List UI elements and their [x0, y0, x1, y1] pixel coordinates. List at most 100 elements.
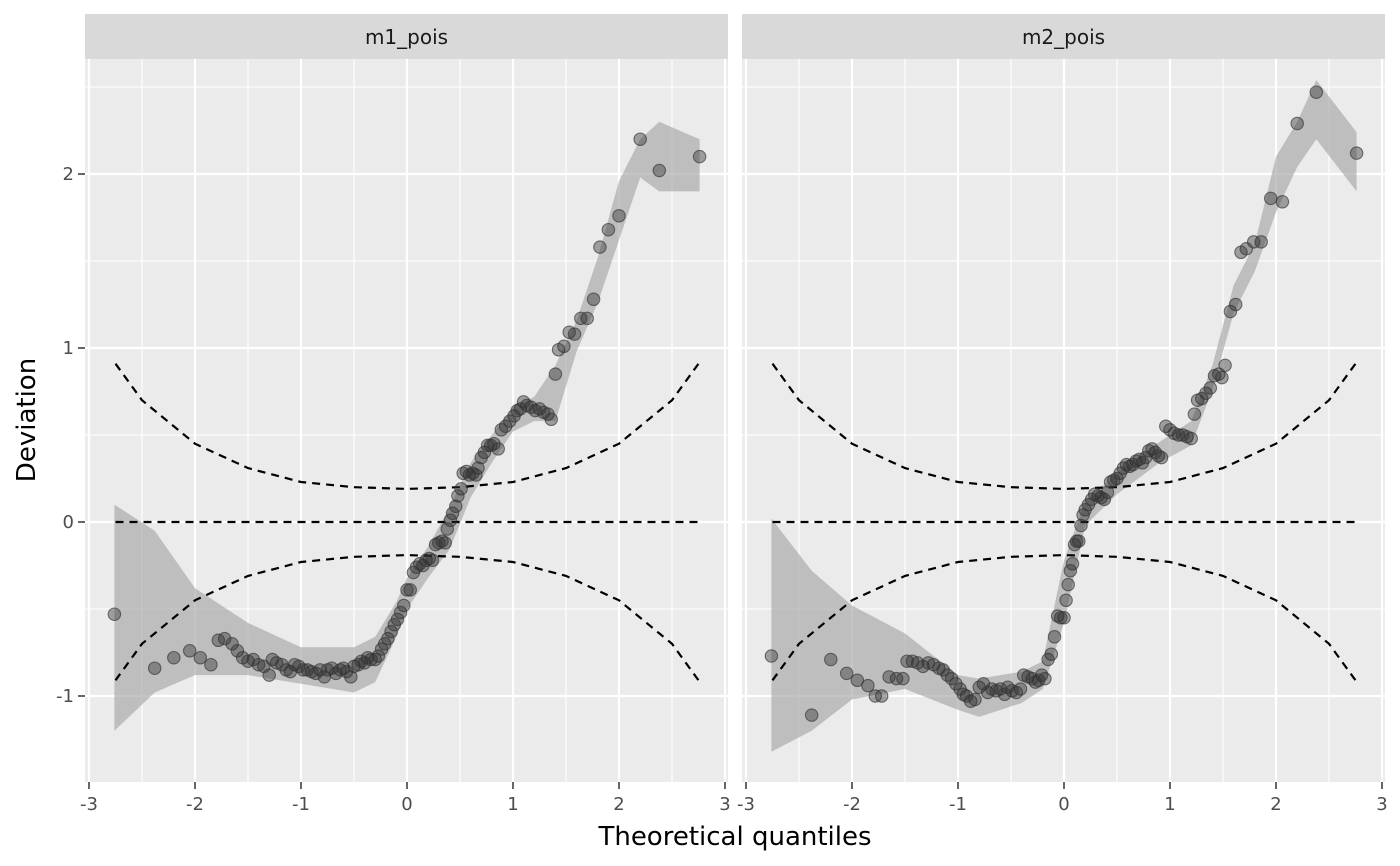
data-point	[1047, 630, 1062, 644]
data-point	[1154, 450, 1169, 465]
data-point	[1044, 647, 1059, 661]
data-point	[513, 402, 528, 416]
data-point	[251, 657, 266, 672]
y-axis-title: Deviation	[12, 358, 42, 482]
data-point	[850, 673, 865, 688]
data-point	[1074, 518, 1088, 533]
data-point	[262, 668, 276, 682]
x-tick-label: -3	[737, 794, 755, 815]
data-point	[1246, 235, 1261, 249]
data-point	[1072, 534, 1086, 548]
x-tick-label: -1	[949, 794, 967, 815]
data-point	[204, 657, 218, 672]
data-point	[225, 637, 239, 651]
data-point	[241, 654, 255, 668]
lower-reference-curve	[114, 553, 700, 681]
data-point	[491, 442, 505, 456]
data-point	[839, 666, 854, 681]
data-point	[1184, 431, 1198, 446]
data-point	[1195, 391, 1209, 406]
data-point	[580, 311, 594, 326]
data-point	[403, 583, 417, 597]
data-point	[968, 692, 982, 707]
data-point	[1275, 195, 1290, 209]
data-point	[451, 489, 465, 503]
data-point	[633, 132, 647, 146]
data-point	[612, 209, 626, 223]
x-tick-label: -2	[843, 794, 861, 815]
data-point	[692, 149, 707, 164]
data-point	[652, 163, 667, 178]
data-point	[544, 412, 558, 427]
data-point	[1054, 610, 1068, 625]
data-point	[804, 708, 819, 722]
data-point	[193, 650, 208, 665]
data-point	[269, 656, 284, 670]
data-point	[400, 583, 414, 597]
data-point	[381, 631, 395, 646]
data-point	[1203, 381, 1218, 395]
data-point	[1215, 370, 1229, 385]
y-tick-label: -1	[56, 686, 74, 707]
data-point	[339, 664, 354, 679]
data-point	[449, 499, 463, 514]
data-point	[296, 663, 310, 677]
data-point	[1223, 304, 1238, 319]
data-point	[1059, 593, 1073, 608]
data-point	[182, 644, 197, 658]
data-point	[364, 652, 378, 667]
data-point	[1228, 297, 1243, 312]
data-point	[246, 652, 261, 667]
data-point	[471, 461, 485, 475]
x-tick-label: 1	[507, 794, 518, 815]
x-tick-label: 0	[1058, 794, 1069, 815]
data-point	[1057, 610, 1071, 625]
data-point	[557, 339, 571, 354]
x-axis-title: Theoretical quantiles	[597, 822, 871, 852]
x-tick-label: -3	[80, 794, 98, 815]
data-point	[167, 650, 181, 665]
data-point	[586, 292, 601, 307]
data-point	[1349, 146, 1364, 160]
data-point	[344, 670, 358, 684]
data-point	[1254, 235, 1268, 249]
data-point	[824, 652, 838, 667]
data-point	[425, 553, 440, 568]
data-point	[1290, 116, 1304, 131]
data-point	[217, 631, 232, 646]
data-point	[900, 654, 914, 668]
lower-reference-curve	[771, 553, 1357, 681]
data-point	[1038, 671, 1052, 686]
x-tick-label: -2	[186, 794, 204, 815]
x-tick-label: 2	[1270, 794, 1281, 815]
data-point	[147, 661, 162, 675]
data-point	[390, 612, 405, 627]
facet-panel: m1_pois -3 -2 -1 0 1 2 3 -1 0 1 2	[56, 14, 731, 815]
y-tick-label: 0	[63, 512, 74, 533]
x-tick-label: 1	[1164, 794, 1175, 815]
x-tick-label: -1	[292, 794, 310, 815]
facet-strip	[85, 14, 728, 59]
data-point	[562, 325, 576, 340]
data-point	[1218, 358, 1232, 373]
x-tick-label: 0	[401, 794, 412, 815]
data-point	[896, 671, 910, 686]
data-point	[440, 522, 455, 536]
x-tick-label: 3	[1376, 794, 1387, 815]
data-point	[107, 607, 122, 621]
data-point	[567, 327, 582, 341]
upper-reference-curve	[771, 363, 1357, 491]
data-point	[230, 644, 245, 658]
facet-panel: m2_pois -3 -2 -1 0 1 2 3	[737, 14, 1388, 815]
data-point	[1187, 407, 1202, 421]
data-point	[921, 656, 936, 670]
data-point	[1013, 682, 1028, 696]
confidence-ribbon	[114, 121, 700, 731]
data-point	[313, 663, 327, 677]
facet-strip	[742, 14, 1385, 59]
data-point	[1100, 485, 1115, 500]
data-point	[548, 367, 563, 381]
data-point	[1061, 577, 1075, 592]
data-point	[1171, 428, 1186, 442]
